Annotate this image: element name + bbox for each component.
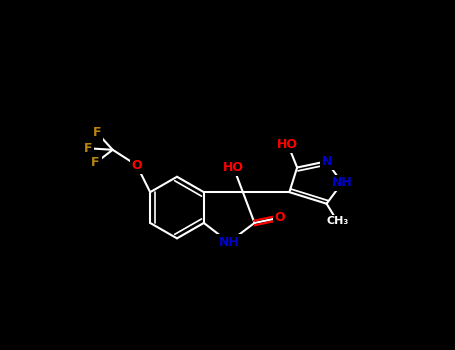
Text: CH₃: CH₃ [326,216,349,226]
Text: O: O [131,159,142,172]
Text: HO: HO [223,161,244,174]
Text: F: F [91,156,100,169]
Text: NH: NH [332,176,353,189]
Text: F: F [84,142,92,155]
Text: N: N [321,155,332,168]
Text: HO: HO [278,138,298,151]
Text: NH: NH [218,236,239,249]
Text: O: O [275,211,285,224]
Text: F: F [93,126,101,139]
